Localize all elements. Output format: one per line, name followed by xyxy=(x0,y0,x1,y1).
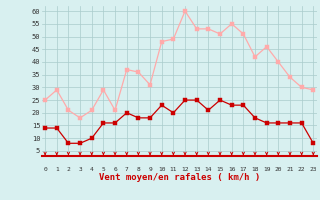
X-axis label: Vent moyen/en rafales ( km/h ): Vent moyen/en rafales ( km/h ) xyxy=(99,174,260,182)
